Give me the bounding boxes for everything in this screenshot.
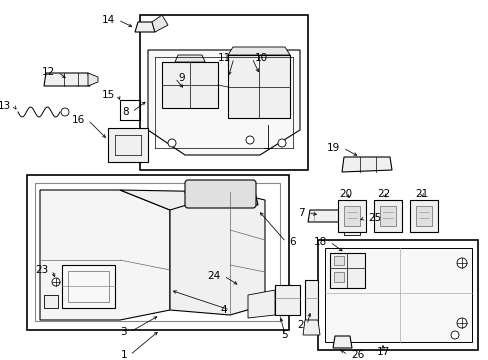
Circle shape [456,318,466,328]
Polygon shape [333,272,343,282]
Circle shape [347,211,355,219]
Bar [317,240,477,350]
Polygon shape [274,285,299,315]
Polygon shape [184,192,258,205]
Text: 20: 20 [339,189,352,199]
Text: 11: 11 [217,53,230,63]
Polygon shape [135,22,155,32]
Polygon shape [337,200,365,232]
Polygon shape [227,47,289,55]
Polygon shape [108,128,148,162]
Polygon shape [148,50,299,155]
Text: 22: 22 [377,189,390,199]
Polygon shape [333,256,343,265]
Text: 24: 24 [207,271,221,281]
Polygon shape [409,200,437,232]
Polygon shape [332,336,351,348]
Polygon shape [373,200,401,232]
Text: 3: 3 [120,327,127,337]
Polygon shape [120,190,229,230]
Text: 21: 21 [414,189,428,199]
Text: 15: 15 [102,90,115,100]
Text: 26: 26 [350,350,364,360]
Polygon shape [329,253,364,288]
Polygon shape [170,192,264,315]
FancyBboxPatch shape [184,180,256,208]
Bar [140,15,307,170]
Text: 5: 5 [281,330,288,340]
Bar [27,175,288,330]
Text: 25: 25 [367,213,381,223]
Circle shape [52,278,60,286]
Polygon shape [247,290,274,318]
Polygon shape [40,190,170,320]
Text: 14: 14 [102,15,115,25]
Text: 13: 13 [0,101,11,111]
Bar [35,183,280,321]
Polygon shape [341,157,391,172]
Polygon shape [343,206,359,226]
Polygon shape [44,73,90,86]
Polygon shape [162,62,218,108]
Circle shape [343,207,359,223]
Text: 8: 8 [122,107,129,117]
Polygon shape [307,210,345,222]
Text: 10: 10 [254,53,267,63]
Text: 16: 16 [72,115,85,125]
Text: 12: 12 [41,67,55,77]
Text: 1: 1 [120,350,127,360]
Polygon shape [305,280,317,320]
Polygon shape [415,206,431,226]
Circle shape [168,139,176,147]
Text: 19: 19 [326,143,339,153]
Polygon shape [62,265,115,308]
Text: 6: 6 [288,237,295,247]
Text: 17: 17 [376,347,389,357]
Polygon shape [343,215,359,235]
Polygon shape [325,248,471,342]
Circle shape [278,139,285,147]
Polygon shape [44,295,58,308]
Polygon shape [227,55,289,118]
Text: 9: 9 [178,73,184,83]
Circle shape [245,136,253,144]
Text: 18: 18 [313,237,326,247]
Polygon shape [88,73,98,86]
Circle shape [456,258,466,268]
Polygon shape [152,15,168,32]
Text: 4: 4 [220,305,226,315]
Polygon shape [175,55,204,62]
Text: 7: 7 [298,208,305,218]
Text: 23: 23 [36,265,49,275]
Polygon shape [379,206,395,226]
Circle shape [450,331,458,339]
Text: 2: 2 [297,320,304,330]
Polygon shape [303,320,319,335]
